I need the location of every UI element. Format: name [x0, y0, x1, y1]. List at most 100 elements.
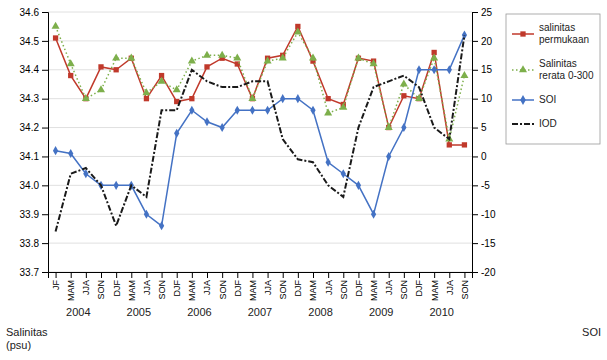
y-tick-label: 33.9 [20, 209, 40, 220]
x-tick-mark [56, 272, 57, 278]
year-label: 2010 [429, 306, 453, 318]
series-marker [142, 88, 150, 95]
x-tick-label: JJA [142, 280, 152, 295]
series-marker [265, 106, 270, 115]
x-tick: MAM [369, 272, 379, 301]
series-marker [326, 158, 331, 167]
series-marker [460, 71, 468, 78]
grid-line [48, 98, 472, 99]
x-tick-label: DJF [293, 280, 303, 297]
y2-tick-label: 25 [481, 7, 493, 18]
series-marker [432, 65, 437, 74]
x-tick-mark [192, 272, 193, 278]
y-tick: 34.3 [20, 93, 48, 104]
y2-tick-label: -10 [481, 209, 496, 220]
series-marker [189, 96, 194, 101]
x-tick: SON [96, 272, 106, 300]
y2-tick-mark [472, 243, 478, 244]
x-tick-mark [116, 272, 117, 278]
year-label: 2007 [248, 306, 272, 318]
series-marker [295, 94, 300, 103]
series-line [56, 26, 465, 139]
x-tick-mark [207, 272, 208, 278]
y2-tick-mark [472, 70, 478, 71]
x-tick-mark [389, 272, 390, 278]
series-marker [248, 94, 256, 101]
x-tick: MAM [187, 272, 197, 301]
y2-tick: -5 [472, 180, 490, 191]
series-marker [279, 54, 287, 61]
x-tick-mark [374, 272, 375, 278]
y-axis-title: Salinitas(psu) [6, 326, 48, 351]
y2-tick: -20 [472, 267, 496, 278]
x-tick-label: MAM [430, 280, 440, 301]
y2-tick: 15 [472, 64, 493, 75]
x-tick-mark [86, 272, 87, 278]
x-tick: JJA [81, 272, 91, 295]
y2-tick-label: 15 [481, 64, 493, 75]
grid-line [48, 156, 472, 157]
x-tick: DJF [112, 272, 122, 297]
y2-axis-title: SOI [582, 326, 601, 338]
x-tick-mark [146, 272, 147, 278]
y2-axis-line [473, 13, 479, 273]
x-tick-mark [177, 272, 178, 278]
series-marker [68, 73, 73, 78]
x-tick-label: JJA [202, 280, 212, 295]
legend-label: IOD [539, 118, 557, 129]
y-tick-mark [42, 185, 48, 186]
x-tick: MAM [248, 272, 258, 301]
y-tick-mark [42, 243, 48, 244]
series-marker [371, 210, 376, 219]
x-tick-mark [71, 272, 72, 278]
y-tick-label: 34.0 [20, 180, 40, 191]
x-tick-label: DJF [172, 280, 182, 297]
series-marker [127, 54, 135, 61]
y2-axis: -20-15-10-50510152025 [472, 7, 496, 278]
x-tick-mark [252, 272, 253, 278]
y-tick-mark [42, 272, 48, 273]
x-tick-mark [464, 272, 465, 278]
series-marker [354, 54, 362, 61]
series-marker [53, 146, 58, 155]
x-tick-mark [101, 272, 102, 278]
series-marker [401, 123, 406, 132]
series-marker [401, 93, 406, 98]
y2-tick-mark [472, 99, 478, 100]
x-tick-mark [434, 272, 435, 278]
y-tick: 33.7 [20, 267, 48, 278]
legend-item: IOD [512, 118, 557, 129]
y-tick: 34.0 [20, 180, 48, 191]
y2-tick-mark [472, 156, 478, 157]
x-tick: DJF [233, 272, 243, 297]
y2-tick-mark [472, 128, 478, 129]
x-tick-label: SON [278, 280, 288, 300]
series-marker [356, 181, 361, 190]
y2-tick-mark [472, 12, 478, 13]
series-marker [203, 51, 211, 58]
y-tick-mark [42, 41, 48, 42]
x-tick-label: DJF [354, 280, 364, 297]
y-tick: 33.9 [20, 209, 48, 220]
x-tick-label: SON [460, 280, 470, 300]
chart: JFMAMJJASONDJFMAMJJASONDJFMAMJJASONDJFMA… [0, 0, 607, 360]
x-tick-label: JJA [384, 280, 394, 295]
series [53, 24, 467, 148]
y-tick-label: 34.2 [20, 122, 40, 133]
x-tick-mark [404, 272, 405, 278]
x-tick-label: JJA [263, 280, 273, 295]
y2-tick: 5 [472, 122, 487, 133]
year-label: 2005 [127, 306, 151, 318]
series-marker [280, 94, 285, 103]
x-tick: JJA [202, 272, 212, 295]
x-axis: JFMAMJJASONDJFMAMJJASONDJFMAMJJASONDJFMA… [49, 272, 473, 301]
series-line [56, 35, 465, 231]
series-marker [339, 103, 347, 110]
series-marker [159, 221, 164, 230]
x-tick-label: SON [339, 280, 349, 300]
series-marker [400, 80, 408, 87]
y-tick-mark [42, 156, 48, 157]
x-tick-mark [419, 272, 420, 278]
y-tick: 34.5 [20, 36, 48, 47]
x-tick-mark [268, 272, 269, 278]
